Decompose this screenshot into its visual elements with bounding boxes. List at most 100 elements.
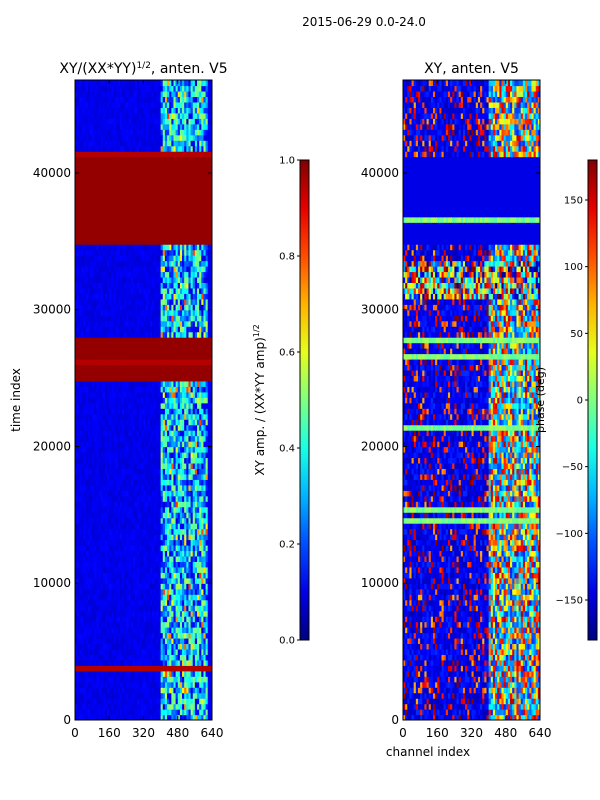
heatmap-cell [197,468,200,475]
heatmap-cell [113,588,117,595]
heatmap-cell [143,473,147,480]
heatmap-cell [149,665,153,672]
heatmap-cell [203,534,207,541]
heatmap-cell [92,621,95,628]
heatmap-cell [201,293,205,300]
heatmap-cell [83,397,87,404]
heatmap-cell [203,561,207,568]
heatmap-cell [124,326,127,333]
heatmap-cell [143,446,147,453]
heatmap-cell [203,386,207,393]
heatmap-cell [177,342,181,349]
heatmap-cell [75,709,78,716]
heatmap-cell [167,490,170,497]
heatmap-cell [79,676,83,683]
heatmap-cell [143,408,147,415]
heatmap-cell [137,594,140,601]
heatmap-cell [87,627,91,634]
heatmap-cell [134,364,138,371]
heatmap-cell [201,681,205,688]
heatmap-cell [205,561,209,568]
heatmap-cell [173,621,177,628]
heatmap-cell [147,599,151,606]
heatmap-cell [143,430,147,437]
heatmap-cell [137,610,140,617]
heatmap-cell [134,523,138,530]
heatmap-cell [207,457,211,464]
heatmap-cell [87,561,91,568]
heatmap-cell [194,648,198,655]
heatmap-cell [207,397,211,404]
heatmap-cell [160,561,164,568]
heatmap-cell [154,670,157,677]
heatmap-cell [119,479,123,486]
heatmap-cell [147,654,151,661]
heatmap-cell [113,375,117,382]
heatmap-cell [171,654,175,661]
heatmap-cell [139,528,142,535]
heatmap-cell [201,610,205,617]
heatmap-cell [139,588,142,595]
heatmap-cell [96,577,100,584]
heatmap-cell [111,468,115,475]
heatmap-cell [186,637,190,645]
heatmap-cell [184,676,187,683]
heatmap-cell [104,654,108,661]
heatmap-cell [75,358,78,366]
heatmap-cell [175,605,179,612]
heatmap-cell [162,555,166,562]
heatmap-cell [177,637,181,645]
heatmap-cell [104,703,108,710]
heatmap-cell [207,687,211,694]
heatmap-cell [104,572,108,579]
heatmap-cell [199,648,202,655]
heatmap-cell [201,572,205,579]
heatmap-cell [96,501,100,508]
heatmap-cell [94,353,98,360]
heatmap-cell [169,408,172,415]
heatmap-cell [209,698,212,705]
heatmap-cell [119,473,123,480]
heatmap-cell [182,391,185,398]
heatmap-cell [111,298,115,305]
heatmap-cell [85,512,89,519]
heatmap-cell [145,703,149,710]
heatmap-cell [79,610,83,617]
heatmap-cell [126,512,130,519]
heatmap-cell [179,457,183,464]
heatmap-cell [107,506,110,513]
heatmap-cell [207,380,211,387]
heatmap-cell [98,616,102,623]
heatmap-cell [109,506,112,513]
heatmap-cell [173,457,177,464]
heatmap-cell [137,353,140,360]
heatmap-cell [205,397,209,404]
heatmap-cell [87,506,91,513]
heatmap-cell [149,457,153,464]
heatmap-cell [145,375,149,382]
heatmap-cell [137,298,140,305]
heatmap-cell [203,698,207,705]
heatmap-cell [132,632,136,639]
heatmap-cell [128,555,132,562]
heatmap-cell [124,358,127,366]
heatmap-cell [89,561,93,568]
heatmap-cell [119,446,123,453]
heatmap-cell [124,654,127,661]
heatmap-cell [132,506,136,513]
heatmap-cell [147,495,151,502]
heatmap-cell [124,709,127,716]
heatmap-cell [194,342,198,349]
heatmap-cell [205,572,209,579]
heatmap-cell [119,386,123,393]
heatmap-cell [139,583,142,590]
heatmap-cell [107,386,110,393]
heatmap-cell [199,555,202,562]
heatmap-cell [197,572,200,579]
heatmap-cell [104,397,108,404]
heatmap-cell [182,588,185,595]
heatmap-cell [81,637,85,645]
heatmap-cell [171,616,175,623]
heatmap-cell [147,665,151,672]
heatmap-cell [79,665,83,672]
